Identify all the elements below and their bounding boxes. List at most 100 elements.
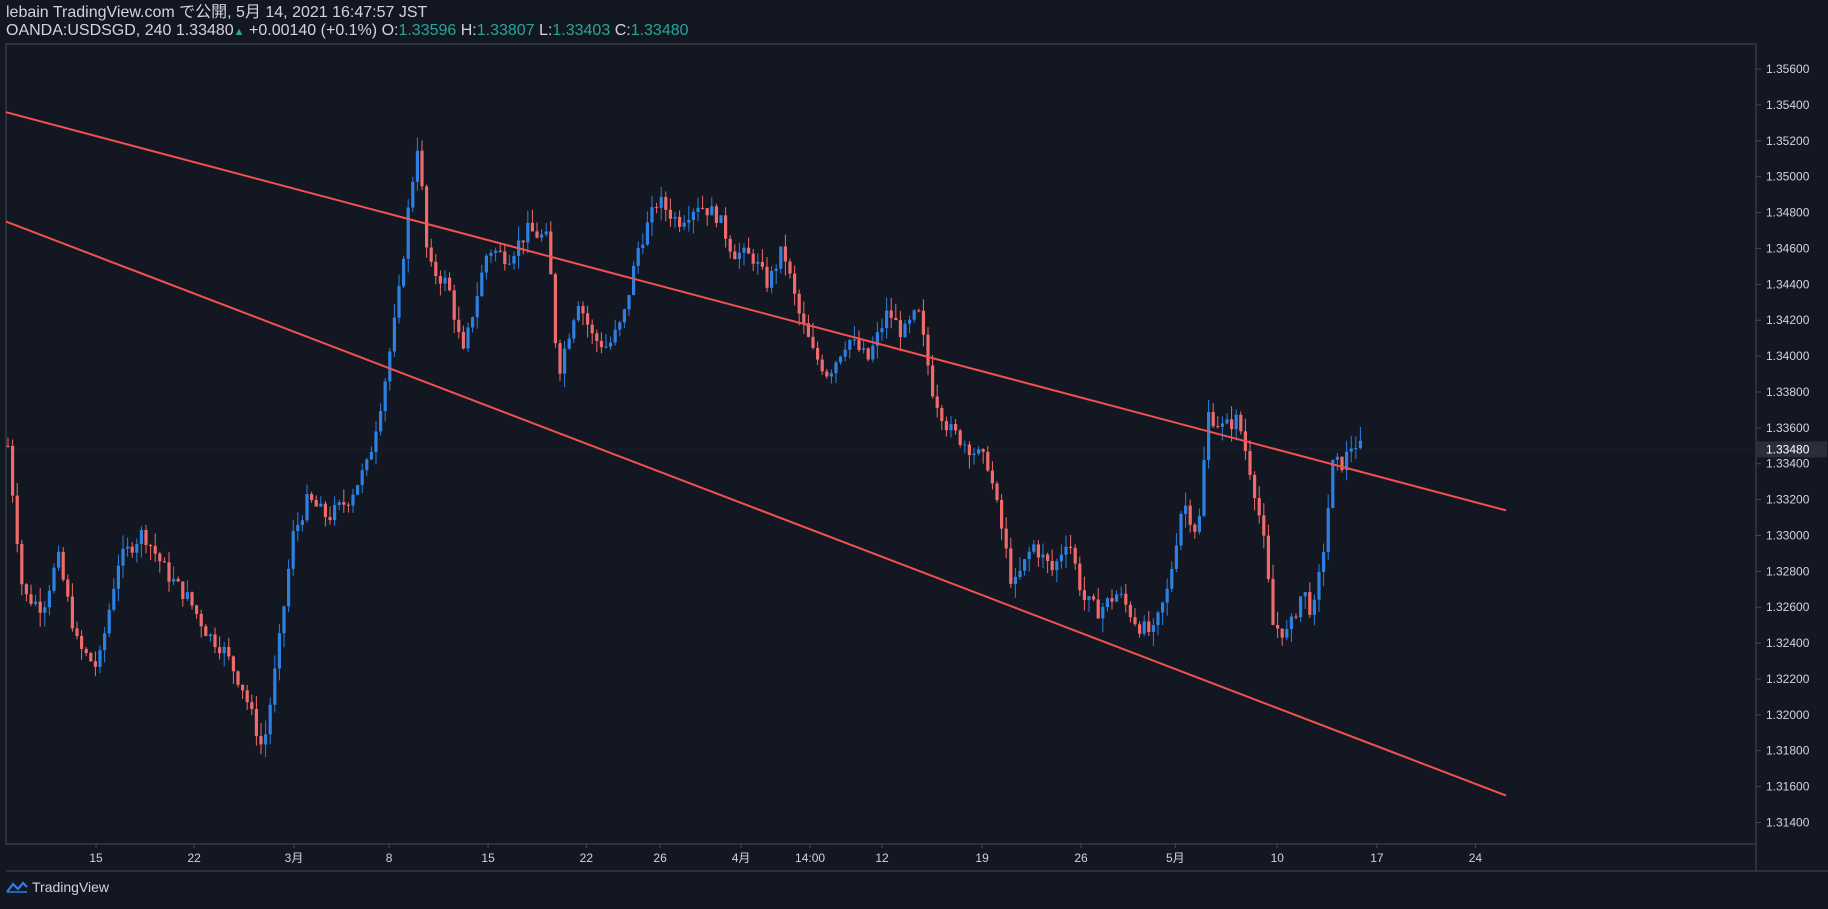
candle-down — [6, 445, 10, 447]
candle-down — [227, 646, 231, 657]
candle-down — [461, 331, 465, 349]
candle-down — [995, 483, 999, 500]
candle-up — [1335, 456, 1339, 460]
trendlines-layer[interactable] — [6, 111, 1507, 797]
price-tick-label: 1.32400 — [1766, 636, 1810, 650]
high-value: 1.33807 — [476, 22, 535, 39]
candle-down — [20, 543, 24, 585]
price-tick-label: 1.35000 — [1766, 170, 1810, 184]
candle-down — [783, 246, 787, 262]
candle-up — [411, 181, 415, 208]
candle-up — [1064, 546, 1068, 555]
candle-up — [1285, 629, 1289, 638]
candle-down — [448, 277, 452, 291]
candle-up — [1184, 505, 1188, 514]
lower-channel-trendline[interactable] — [6, 220, 1507, 797]
candle-down — [149, 545, 153, 547]
candle-down — [346, 504, 350, 506]
candle-up — [1220, 423, 1224, 427]
candle-up — [829, 373, 833, 377]
candle-down — [668, 209, 672, 219]
candle-up — [1105, 598, 1109, 607]
candle-down — [80, 636, 84, 649]
candle-up — [222, 646, 226, 654]
price-tick-label: 1.34800 — [1766, 206, 1810, 220]
candle-down — [323, 503, 327, 518]
candle-down — [898, 320, 902, 338]
close-value: 1.33480 — [630, 22, 689, 39]
last-price-label: 1.33480 — [1766, 442, 1810, 456]
candle-up — [1055, 561, 1059, 571]
time-axis[interactable]: 15 22 3月 8 15 22 26 4月 14:00 12 19 26 5月 10 17 24 — [89, 844, 1482, 865]
candle-down — [733, 251, 737, 260]
candle-down — [29, 594, 33, 604]
price-tick-label: 1.34200 — [1766, 313, 1810, 327]
candle-up — [949, 424, 953, 431]
time-tick-label: 26 — [653, 851, 667, 865]
candle-down — [599, 341, 603, 348]
price-tick-label: 1.33200 — [1766, 493, 1810, 507]
candle-down — [793, 273, 797, 294]
candle-up — [756, 261, 760, 264]
candle-up — [659, 196, 663, 208]
plot-border — [5, 43, 1757, 845]
candle-up — [126, 546, 130, 549]
candle-down — [1262, 515, 1266, 536]
candle-up — [737, 252, 741, 260]
candle-up — [618, 322, 622, 330]
open-label: O: — [381, 22, 399, 39]
candle-up — [650, 207, 654, 223]
candle-up — [494, 250, 498, 253]
time-tick-label: 15 — [481, 851, 495, 865]
candle-up — [691, 211, 695, 220]
candle-up — [268, 704, 272, 735]
price-tick-label: 1.33400 — [1766, 457, 1810, 471]
candle-down — [1216, 426, 1220, 428]
candle-up — [1032, 544, 1036, 552]
candle-up — [834, 362, 838, 374]
candle-up — [875, 332, 879, 346]
candle-down — [751, 253, 755, 264]
candle-down — [1271, 578, 1275, 626]
tradingview-brand[interactable]: TradingView — [6, 879, 109, 895]
candle-up — [636, 248, 640, 266]
candle-down — [921, 310, 925, 335]
candle-up — [1322, 552, 1326, 572]
chart-header: lebain TradingView.com で公開, 5月 14, 2021 … — [6, 4, 689, 40]
candle-down — [1096, 599, 1100, 619]
candle-down — [1147, 621, 1151, 633]
candle-up — [1345, 451, 1349, 471]
price-tick-label: 1.34000 — [1766, 349, 1810, 363]
upper-channel-trendline[interactable] — [6, 111, 1507, 512]
candle-down — [158, 553, 162, 562]
candle-up — [512, 256, 516, 264]
candle-up — [903, 323, 907, 338]
candle-down — [788, 261, 792, 274]
candle-down — [153, 545, 157, 554]
candle-down — [701, 207, 705, 209]
candle-up — [1289, 616, 1293, 630]
candle-up — [696, 207, 700, 212]
candle-up — [1299, 596, 1303, 618]
candle-down — [581, 306, 585, 314]
candle-up — [1101, 606, 1105, 619]
candle-down — [981, 449, 985, 452]
candle-up — [402, 258, 406, 287]
candle-down — [93, 661, 97, 667]
symbol-interval-price: OANDA:USDSGD, 240 1.33480 — [6, 22, 234, 39]
candle-down — [806, 323, 810, 337]
candle-down — [1073, 547, 1077, 564]
candle-down — [1078, 563, 1082, 591]
candle-up — [1041, 554, 1045, 558]
candle-up — [466, 327, 470, 349]
candle-down — [236, 671, 240, 685]
candle-down — [1050, 561, 1054, 571]
candle-down — [420, 150, 424, 187]
price-axis[interactable]: 1.35600 1.35400 1.35200 1.35000 1.34800 1.346… — [1756, 62, 1827, 829]
candle-up — [369, 451, 373, 460]
candle-up — [848, 339, 852, 350]
candle-down — [38, 601, 42, 613]
candle-up — [135, 544, 139, 553]
candle-down — [250, 702, 254, 710]
